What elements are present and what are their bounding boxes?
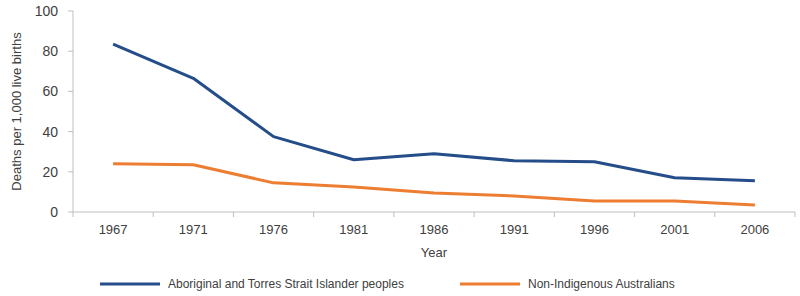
x-tick	[634, 212, 635, 217]
y-tick-label: 40	[42, 124, 58, 140]
x-tick	[554, 212, 555, 217]
chart-svg: 0 20 40 60 80 100 1967 1971 1976 1981 1986 1991 1996…	[0, 0, 800, 296]
y-tick-label: 100	[35, 3, 59, 19]
y-tick	[68, 131, 73, 132]
y-tick	[68, 51, 73, 52]
x-tick	[393, 212, 394, 217]
x-tick	[714, 212, 715, 217]
y-tick	[68, 91, 73, 92]
legend-swatch	[460, 283, 520, 286]
x-tick-label: 1996	[580, 222, 609, 237]
x-tick-label: 1986	[420, 222, 449, 237]
x-axis-title: Year	[421, 245, 448, 260]
y-tick-label: 80	[42, 43, 58, 59]
x-axis-line	[73, 212, 795, 213]
x-tick-label: 1981	[339, 222, 368, 237]
x-tick-label: 1967	[99, 222, 128, 237]
y-tick	[68, 171, 73, 172]
legend-swatch	[100, 283, 160, 286]
y-tick	[68, 212, 73, 213]
x-tick	[474, 212, 475, 217]
x-tick-label: 1991	[500, 222, 529, 237]
legend-label: Non-Indigenous Australians	[528, 277, 675, 291]
x-tick	[795, 212, 796, 217]
legend-label: Aboriginal and Torres Strait Islander pe…	[168, 277, 404, 291]
x-tick-label: 2006	[740, 222, 769, 237]
y-tick-label: 60	[42, 83, 58, 99]
y-tick	[68, 11, 73, 12]
y-tick-label: 0	[50, 204, 58, 220]
chart-container: 0 20 40 60 80 100 1967 1971 1976 1981 1986 1991 1996…	[0, 0, 800, 296]
series-line	[113, 164, 755, 205]
x-tick-label: 2001	[660, 222, 689, 237]
series-line	[113, 44, 755, 181]
x-tick	[153, 212, 154, 217]
x-tick-label: 1976	[259, 222, 288, 237]
y-axis-title: Deaths per 1,000 live births	[9, 32, 24, 191]
x-tick-label: 1971	[179, 222, 208, 237]
y-tick-label: 20	[42, 164, 58, 180]
y-axis-line	[73, 11, 74, 212]
x-tick	[73, 212, 74, 217]
x-tick	[313, 212, 314, 217]
plot-lines	[113, 44, 755, 205]
x-tick	[233, 212, 234, 217]
